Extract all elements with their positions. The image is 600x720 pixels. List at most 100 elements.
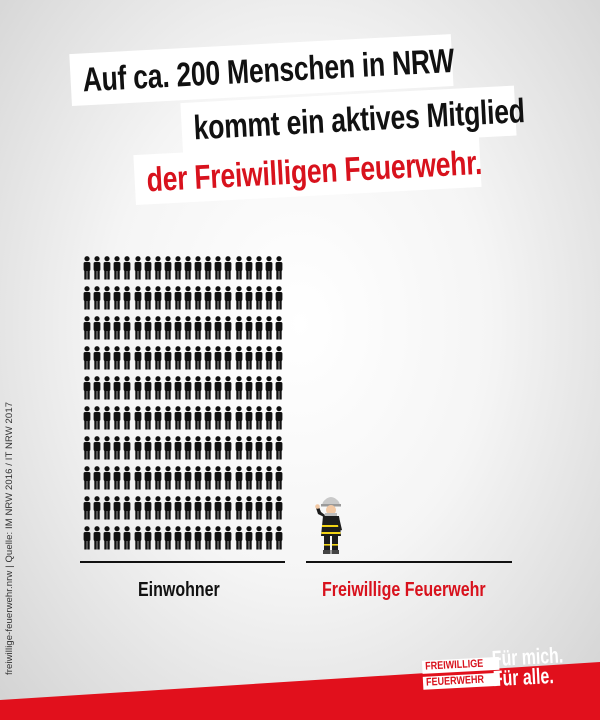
resident-person-icon [275,466,283,490]
resident-person-icon [174,346,182,370]
resident-person-icon [83,466,91,490]
resident-person-icon [93,346,101,370]
resident-person-icon [103,496,111,520]
resident-person-icon [154,286,162,310]
resident-person-icon [224,376,232,400]
resident-person-icon [184,286,192,310]
resident-person-icon [103,436,111,460]
resident-person-icon [275,376,283,400]
resident-person-icon [134,286,142,310]
residents-label-text: Einwohner [138,579,220,601]
resident-person-icon [265,286,273,310]
resident-person-icon [154,496,162,520]
resident-person-icon [154,256,162,280]
resident-person-icon [154,346,162,370]
residents-pictogram-grid [83,256,283,552]
resident-person-icon [144,316,152,340]
firefighters-label: Freiwillige Feuerwehr [322,579,527,602]
resident-person-icon [134,406,142,430]
resident-person-icon [93,526,101,550]
resident-person-icon [204,496,212,520]
resident-person-icon [93,316,101,340]
resident-person-icon [123,376,131,400]
resident-person-icon [255,496,263,520]
resident-person-icon [174,526,182,550]
resident-person-icon [103,466,111,490]
logo-wordmark-line-1-text: FREIWILLIGE [424,657,484,673]
resident-person-icon [214,406,222,430]
resident-person-icon [123,526,131,550]
resident-person-icon [214,466,222,490]
resident-person-icon [93,286,101,310]
resident-person-icon [235,286,243,310]
resident-person-icon [174,406,182,430]
resident-person-icon [255,346,263,370]
resident-person-icon [154,316,162,340]
resident-person-icon [83,256,91,280]
resident-person-icon [113,436,121,460]
resident-person-icon [103,316,111,340]
resident-person-icon [134,496,142,520]
resident-person-icon [174,376,182,400]
firefighter-baseline [306,561,512,563]
firefighter-icon [315,497,342,554]
resident-person-icon [164,286,172,310]
resident-person-icon [194,346,202,370]
resident-person-icon [83,496,91,520]
resident-person-icon [103,406,111,430]
resident-person-icon [194,436,202,460]
resident-person-icon [224,496,232,520]
resident-person-icon [265,526,273,550]
resident-person-icon [245,376,253,400]
resident-person-icon [174,496,182,520]
resident-person-icon [235,526,243,550]
resident-person-icon [144,496,152,520]
resident-person-icon [164,376,172,400]
resident-person-icon [194,316,202,340]
resident-person-icon [93,466,101,490]
logo-wordmark-line-2: FEUERWEHR [422,672,501,690]
resident-person-icon [255,286,263,310]
resident-person-icon [204,346,212,370]
resident-person-icon [224,436,232,460]
resident-person-icon [245,526,253,550]
resident-person-icon [214,316,222,340]
firefighters-label-text: Freiwillige Feuerwehr [322,579,486,601]
resident-person-icon [275,316,283,340]
resident-person-icon [194,286,202,310]
resident-person-icon [265,496,273,520]
resident-person-icon [224,316,232,340]
resident-person-icon [265,256,273,280]
resident-person-icon [245,406,253,430]
resident-person-icon [113,376,121,400]
resident-person-icon [224,256,232,280]
resident-person-icon [194,466,202,490]
resident-person-icon [164,256,172,280]
residents-baseline [80,561,285,563]
resident-person-icon [154,526,162,550]
resident-person-icon [144,286,152,310]
resident-person-icon [83,376,91,400]
resident-person-icon [144,346,152,370]
resident-person-icon [245,346,253,370]
resident-person-icon [123,496,131,520]
resident-person-icon [235,346,243,370]
logo-wordmark-line-2-text: FEUERWEHR [425,673,485,689]
resident-person-icon [83,346,91,370]
resident-person-icon [224,286,232,310]
resident-person-icon [174,256,182,280]
resident-person-icon [134,256,142,280]
resident-person-icon [255,526,263,550]
resident-person-icon [113,526,121,550]
resident-person-icon [164,526,172,550]
resident-person-icon [113,466,121,490]
resident-person-icon [204,316,212,340]
resident-person-icon [113,286,121,310]
resident-person-icon [113,316,121,340]
source-credit: freiwillige-feuerwehr.nrw | Quelle: IM N… [4,401,15,675]
resident-person-icon [255,256,263,280]
resident-person-icon [235,316,243,340]
resident-person-icon [265,436,273,460]
resident-person-icon [194,256,202,280]
resident-person-icon [214,256,222,280]
